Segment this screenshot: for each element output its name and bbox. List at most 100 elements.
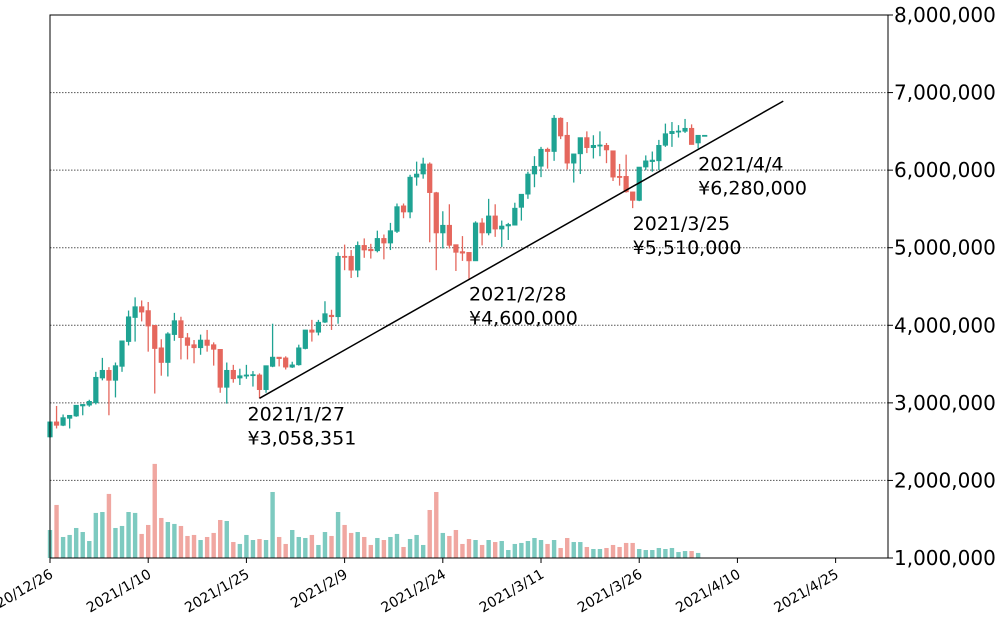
volume-bar (100, 512, 105, 558)
annotation-date: 2021/4/4 (698, 153, 783, 175)
volume-bar (80, 532, 85, 558)
candle-body (525, 173, 531, 195)
volume-bar (479, 544, 485, 558)
candle-body (616, 176, 623, 178)
volume-bar (440, 532, 446, 558)
volume-bar (394, 533, 400, 558)
volume-bar (381, 540, 387, 558)
volume-bar (512, 543, 518, 558)
volume-bar (244, 534, 249, 558)
volume-bar (87, 541, 92, 558)
candle-body (656, 145, 662, 162)
candle-body (427, 163, 433, 193)
volume-bar (146, 524, 151, 558)
volume-bar (650, 550, 655, 558)
annotation-date: 2021/3/25 (633, 213, 730, 235)
candle-body (237, 375, 243, 379)
volume-bar (165, 522, 171, 558)
volume-bar (525, 541, 531, 558)
volume-bar (67, 534, 72, 558)
volume-bar (578, 542, 583, 558)
candle-body (125, 316, 132, 342)
volume-bar (132, 512, 138, 558)
volume-bar (676, 552, 681, 558)
candle-body (610, 150, 616, 178)
y-tick-label: 3,000,000 (894, 391, 996, 415)
volume-bar (388, 536, 393, 558)
candle-body (643, 160, 649, 168)
volume-bar (329, 535, 334, 558)
candle-body (374, 238, 380, 252)
volume-bar (355, 532, 360, 558)
volume-bar (342, 524, 347, 558)
candle-body (564, 134, 570, 164)
volume-bar (60, 536, 66, 558)
volume-bar (610, 544, 616, 558)
annotation-price: ¥4,600,000 (469, 308, 578, 330)
candle-body (335, 255, 341, 318)
candle-body (230, 369, 236, 380)
volume-bar (466, 538, 472, 558)
x-tick-label: 2020/12/26 (0, 566, 56, 620)
volume-bar (335, 512, 341, 558)
candle-body (695, 134, 701, 144)
x-tick-label: 2021/3/11 (477, 567, 547, 617)
candle-body (394, 206, 400, 232)
candle-body (342, 255, 348, 258)
plot-frame (49, 14, 889, 559)
candle-body (466, 252, 472, 262)
candle-body (518, 193, 524, 208)
candle-body (472, 222, 479, 262)
volume-bar (551, 540, 557, 558)
candle-body (649, 159, 655, 162)
volume-bar (250, 540, 256, 558)
volume-bar (453, 529, 459, 558)
candle-body (348, 255, 354, 271)
candle-body (80, 404, 86, 407)
annotation-price: ¥6,280,000 (698, 177, 807, 199)
candle-body (531, 165, 538, 175)
annotation-date: 2021/1/27 (248, 403, 345, 425)
volume-bar (283, 543, 288, 558)
candle-body (590, 145, 596, 148)
volume-bar (637, 549, 642, 558)
candle-body (538, 148, 544, 167)
volume-bar (296, 536, 301, 558)
candle-body (112, 365, 119, 381)
candle-body (269, 356, 276, 367)
volume-bar (630, 542, 635, 558)
y-axis: 1,000,000 2,000,000 3,000,000 4,000,000 5,00… (888, 3, 996, 570)
x-axis: 2020/12/26 2021/1/10 2021/1/25 2021/2/9 2021… (0, 558, 842, 621)
y-tick-label: 7,000,000 (894, 81, 996, 105)
trendline-group (259, 100, 784, 399)
volume-bar (178, 525, 184, 558)
candle-body (296, 347, 302, 366)
candle-body (106, 369, 112, 381)
volume-bar (532, 537, 537, 558)
candle-body (571, 153, 577, 164)
volume-bar (558, 547, 563, 558)
candle-body (73, 404, 79, 417)
candle-body (315, 321, 322, 333)
candle-body (486, 215, 492, 234)
volume-bar (584, 546, 590, 558)
volume-bar (682, 551, 688, 558)
candle-body (433, 192, 439, 234)
x-tick-label: 2021/3/26 (575, 566, 645, 616)
volume-bar (375, 537, 380, 558)
volume-bar (172, 523, 177, 558)
volume-bar (204, 536, 210, 558)
candle-body (86, 401, 92, 406)
volume-bar (237, 543, 243, 558)
y-tick-label: 8,000,000 (894, 3, 996, 27)
candle-body (381, 238, 387, 244)
candle-body (309, 329, 315, 333)
volume-bar (362, 536, 367, 558)
volume-bar (316, 544, 321, 558)
volume-bar (669, 547, 675, 558)
candle-body (603, 145, 610, 151)
volume-bar (106, 493, 112, 558)
candle-body (597, 144, 603, 147)
candle-body (505, 224, 511, 227)
